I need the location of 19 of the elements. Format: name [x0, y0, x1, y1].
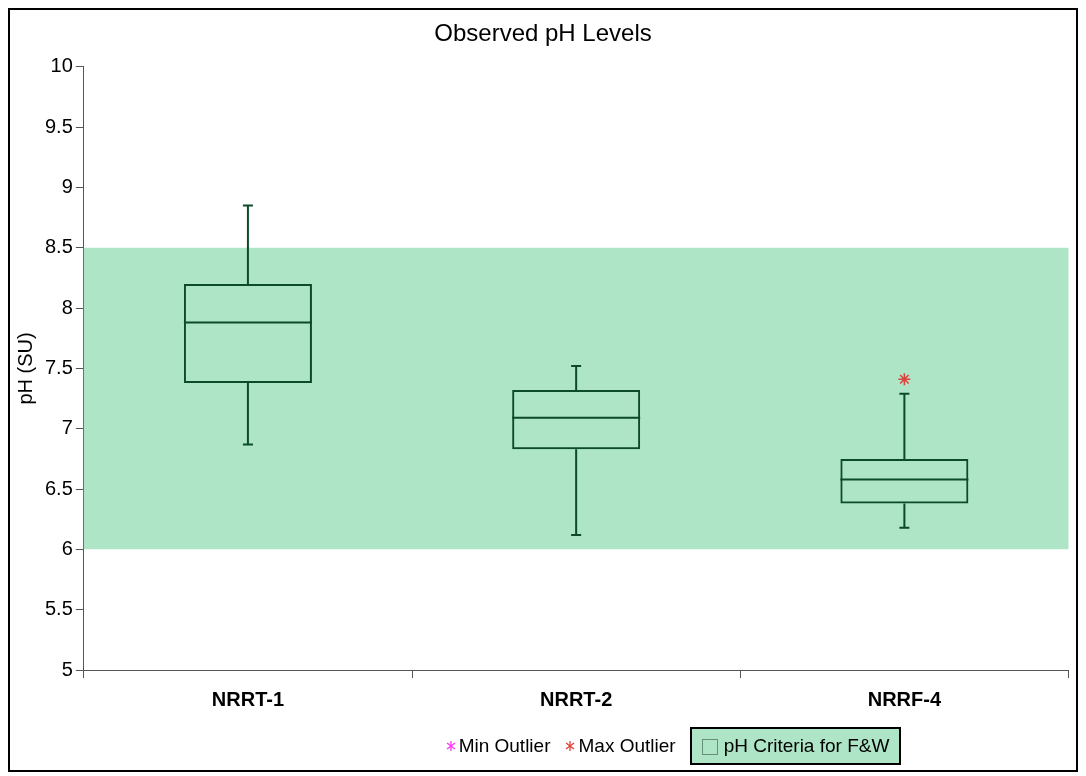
legend-label: Max Outlier: [578, 735, 676, 757]
chart-title: Observed pH Levels: [434, 19, 652, 47]
y-tick-label: 6.5: [44, 476, 73, 499]
y-tick-label: 8.5: [44, 235, 73, 258]
y-axis-title: pH (SU): [13, 332, 36, 405]
y-tick-label: 5: [61, 657, 73, 680]
y-tick-label: 8: [61, 295, 73, 318]
y-tick-label: 9.5: [44, 114, 73, 137]
legend-label: pH Criteria for F&W: [723, 735, 890, 756]
y-tick-label: 6: [61, 536, 73, 559]
y-tick-label: 7: [61, 416, 73, 439]
y-tick-label: 10: [50, 54, 73, 77]
x-tick-label: NRRT-1: [211, 687, 285, 710]
y-tick-label: 5.5: [44, 597, 73, 620]
x-tick-label: NRRF-4: [867, 687, 942, 710]
legend-label: Min Outlier: [458, 735, 551, 757]
y-tick-label: 9: [61, 174, 73, 197]
x-tick-label: NRRT-2: [540, 687, 613, 710]
y-tick-label: 7.5: [44, 355, 73, 378]
